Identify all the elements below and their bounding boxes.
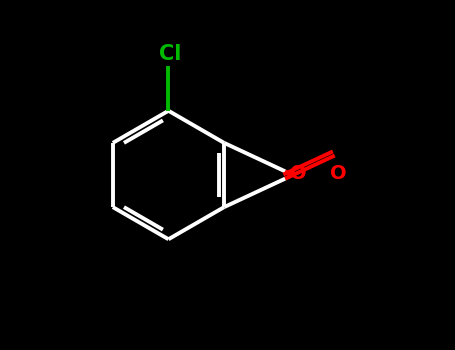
Text: O: O xyxy=(290,164,307,183)
Text: O: O xyxy=(330,164,347,183)
Text: Cl: Cl xyxy=(159,44,182,64)
